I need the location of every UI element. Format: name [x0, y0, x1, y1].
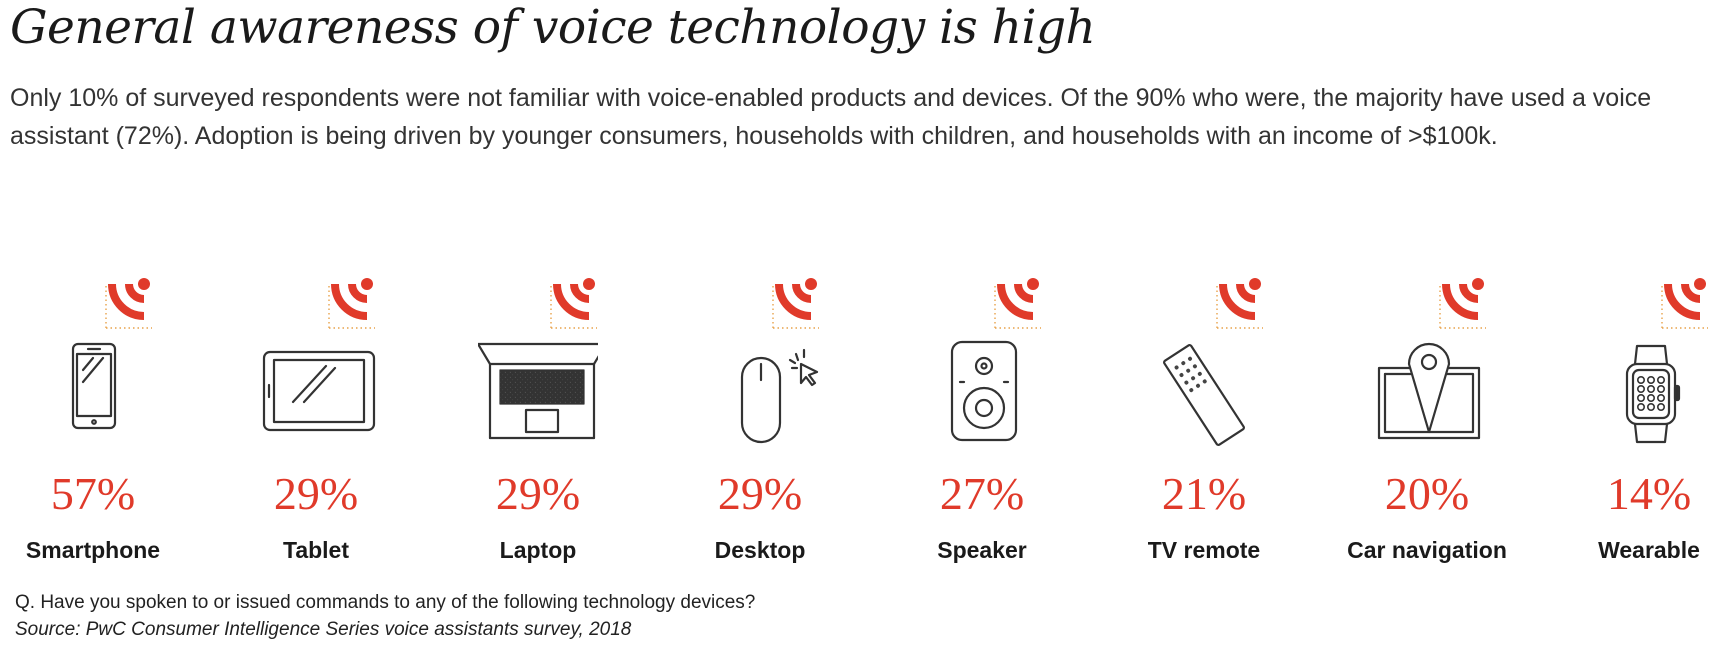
device-item-laptop: 29% Laptop	[428, 270, 648, 570]
device-item-car-navigation: 20% Car navigation	[1317, 270, 1537, 570]
device-item-desktop: 29% Desktop	[650, 270, 870, 570]
tablet-icon	[262, 350, 376, 432]
device-item-wearable: 14% Wearable	[1539, 270, 1717, 570]
device-item-tablet: 29% Tablet	[206, 270, 426, 570]
desktop-mouse-icon	[740, 348, 819, 444]
category-label-tv-remote: TV remote	[1147, 537, 1261, 563]
data-label-car-navigation: 20%	[1384, 468, 1470, 519]
tv-remote-icon	[1163, 344, 1245, 446]
data-label-desktop: 29%	[717, 468, 803, 519]
data-label-tv-remote: 21%	[1161, 468, 1247, 519]
device-item-speaker: 27% Speaker	[872, 270, 1092, 570]
category-label-laptop: Laptop	[499, 537, 577, 563]
category-label-car-navigation: Car navigation	[1347, 537, 1507, 563]
category-label-smartphone: Smartphone	[25, 537, 161, 563]
device-item-smartphone: 57% Smartphone	[0, 270, 203, 570]
voice-signal-icon	[1439, 278, 1486, 329]
voice-signal-icon	[994, 278, 1041, 329]
data-label-laptop: 29%	[495, 468, 581, 519]
device-grid: 57% Smartphone 29% Tablet	[0, 270, 1717, 570]
voice-signal-icon	[1216, 278, 1263, 329]
category-label-wearable: Wearable	[1598, 537, 1700, 563]
voice-signal-icon	[1661, 278, 1708, 329]
category-label-speaker: Speaker	[937, 537, 1027, 563]
wearable-watch-icon	[1625, 344, 1681, 444]
category-label-tablet: Tablet	[282, 537, 350, 563]
data-label-wearable: 14%	[1606, 468, 1692, 519]
voice-signal-icon	[772, 278, 819, 329]
voice-signal-icon	[328, 278, 375, 329]
laptop-icon	[478, 342, 598, 440]
device-item-tv-remote: 21% TV remote	[1094, 270, 1314, 570]
data-label-smartphone: 57%	[50, 468, 136, 519]
voice-signal-icon	[550, 278, 597, 329]
chart-subtitle: Only 10% of surveyed respondents were no…	[10, 84, 1652, 150]
category-label-desktop: Desktop	[714, 537, 806, 563]
source-note: Source: PwC Consumer Intelligence Series…	[15, 619, 632, 640]
voice-signal-icon	[105, 278, 152, 329]
smartphone-icon	[71, 342, 117, 430]
chart-title: General awareness of voice technology is…	[10, 0, 1096, 55]
speaker-icon	[950, 340, 1018, 442]
survey-question: Q. Have you spoken to or issued commands…	[15, 592, 756, 613]
data-label-speaker: 27%	[939, 468, 1025, 519]
data-label-tablet: 29%	[273, 468, 359, 519]
car-navigation-icon	[1377, 342, 1481, 440]
